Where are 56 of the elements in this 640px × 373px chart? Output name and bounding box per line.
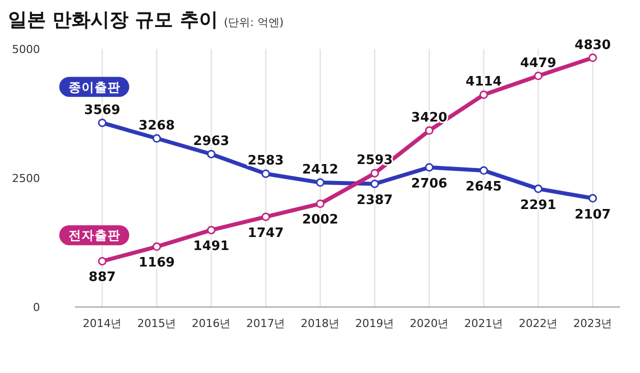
y-tick-label: 0 [33, 301, 40, 314]
point [534, 184, 542, 194]
series-label: 전자출판 [68, 228, 120, 243]
point [152, 242, 161, 251]
data-label: 1491 [193, 239, 230, 254]
data-label: 3569 [84, 102, 120, 118]
data-label: 4830 [574, 38, 611, 53]
point [588, 194, 597, 203]
x-tick-label: 2021년 [464, 317, 504, 330]
point [370, 180, 379, 188]
chart-title: 일본 만화시장 규모 추이 [8, 9, 218, 31]
point [588, 54, 597, 62]
point [262, 212, 270, 222]
text: 종이출판 [68, 79, 120, 94]
point [534, 72, 542, 80]
point [207, 150, 216, 158]
point [207, 226, 216, 234]
x-tick-label: 2018년 [300, 317, 340, 330]
data-label: 2107 [574, 207, 611, 222]
data-label: 3268 [138, 118, 175, 134]
data-label: 2706 [411, 176, 448, 192]
x-tick-label: 2023년 [573, 317, 612, 330]
point [425, 163, 434, 172]
x-tick-label: 2017년 [246, 317, 286, 330]
data-label: 3420 [411, 110, 448, 126]
point [370, 168, 379, 178]
point [152, 134, 161, 143]
x-tick-label: 2015년 [137, 317, 176, 330]
x-tick-label: 2016년 [192, 317, 231, 330]
data-label: 2583 [248, 154, 284, 169]
data-label: 2645 [466, 180, 502, 195]
data-label: 2291 [520, 198, 556, 213]
data-label: 1169 [138, 256, 175, 271]
y-tick-label: 2500 [12, 172, 40, 185]
x-tick-label: 2022년 [518, 317, 558, 330]
data-label: 2412 [302, 162, 338, 178]
point [262, 169, 270, 178]
x-tick-label: 2019년 [355, 317, 394, 330]
point [425, 126, 434, 135]
data-label: 4479 [520, 56, 556, 71]
point [316, 199, 324, 208]
chart-subtitle: (단위: 억엔) [224, 16, 284, 29]
data-label: 2387 [356, 192, 393, 208]
data-label: 1747 [248, 226, 284, 241]
data-label: 887 [88, 270, 116, 286]
x-tick-label: 2014년 [82, 317, 122, 330]
point [480, 166, 488, 175]
x-tick-label: 2020년 [410, 317, 449, 330]
y-tick-label: 5000 [12, 43, 40, 56]
point [98, 118, 106, 128]
data-label: 2963 [193, 134, 230, 150]
point [98, 256, 106, 266]
point [316, 178, 324, 187]
data-label: 2002 [302, 212, 338, 228]
point [480, 90, 488, 99]
data-label: 4114 [466, 74, 502, 90]
